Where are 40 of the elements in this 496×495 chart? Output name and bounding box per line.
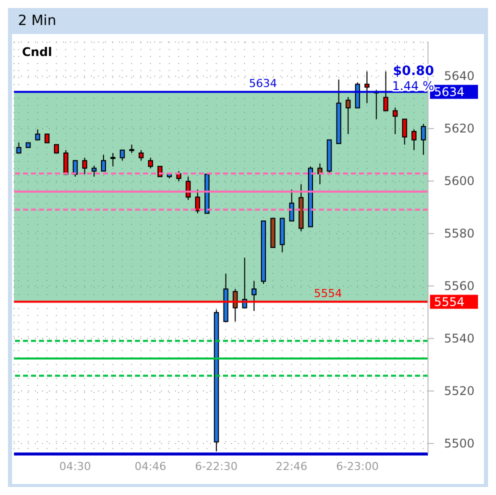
text: 5634 — [434, 84, 465, 99]
candlestick — [402, 118, 408, 146]
x-tick-label: 04:30 — [59, 460, 92, 473]
ref-line-label: 5554 — [314, 286, 342, 300]
x-tick-label: 04:46 — [134, 460, 166, 473]
annotation: Cndl — [22, 45, 52, 59]
y-tick-label: 5580 — [444, 226, 475, 241]
candlestick — [72, 160, 78, 178]
candlestick — [346, 96, 351, 135]
candlestick — [392, 107, 398, 135]
candlestick — [364, 70, 370, 104]
candlestick — [148, 157, 154, 169]
candlestick — [232, 288, 238, 322]
y-tick-label: 5500 — [444, 436, 475, 451]
candlestick — [92, 165, 97, 178]
x-tick-label: 6-23:00 — [336, 460, 379, 473]
ref-line-label: 5634 — [249, 76, 277, 90]
text: 5554 — [434, 294, 465, 309]
y-tick-label: 5640 — [444, 69, 475, 84]
candlestick — [412, 128, 417, 151]
candlestick — [420, 123, 426, 156]
y-tick-label: 5560 — [444, 279, 475, 294]
candlestick — [82, 157, 88, 175]
candlestick — [35, 128, 40, 140]
candlestick — [120, 150, 125, 162]
y-tick-label: 5620 — [444, 122, 475, 136]
y-tick-label: 5520 — [444, 384, 475, 398]
candlestick — [110, 152, 116, 167]
annotation: $0.80 — [392, 64, 434, 79]
candlestick — [138, 150, 144, 162]
candlestick — [101, 154, 106, 172]
candlestick — [289, 189, 294, 222]
x-tick-label: 6-22:30 — [194, 460, 238, 473]
x-tick-label: 22:46 — [276, 460, 308, 473]
candlestick — [252, 280, 257, 312]
y-tick-label: 5600 — [444, 174, 475, 188]
chart-title: 2 Min — [17, 12, 58, 31]
candlestick — [383, 70, 388, 112]
y-tick-label: 5540 — [444, 332, 475, 346]
candlestick — [195, 189, 200, 214]
